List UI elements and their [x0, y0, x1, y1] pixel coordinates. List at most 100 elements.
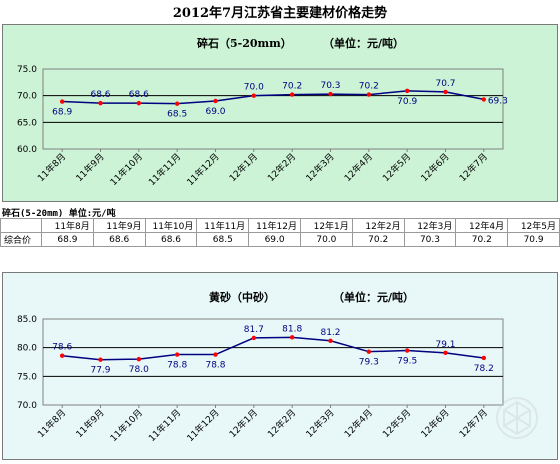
table-cell: 70.9 — [507, 232, 560, 247]
table-caption: 碎石(5-20mm) 单位:元/吨 — [2, 209, 116, 219]
data-point — [136, 356, 142, 362]
x-tick-label: 11年11月 — [146, 407, 183, 444]
table-corner-cell — [0, 218, 42, 233]
table-header-cell: 11年11月 — [196, 218, 250, 233]
page-title: 2012年7月江苏省主要建材价格走势 — [172, 6, 388, 21]
data-label: 79.5 — [397, 357, 417, 367]
data-point — [213, 352, 218, 357]
x-tick-label: 12年2月 — [265, 407, 298, 440]
plot-area — [42, 318, 504, 406]
data-point — [443, 350, 448, 356]
data-point — [481, 355, 487, 361]
data-label: 79.1 — [435, 340, 455, 350]
x-tick-label: 12年3月 — [303, 407, 336, 440]
data-point — [213, 98, 218, 104]
data-point — [98, 357, 103, 362]
data-point — [251, 93, 257, 98]
data-label: 81.7 — [244, 325, 264, 335]
data-label: 69.0 — [205, 107, 225, 117]
x-tick-label: 11年8月 — [35, 407, 68, 440]
data-point — [481, 97, 487, 102]
table-cell: 68.6 — [92, 232, 146, 247]
price-table: 11年8月 11年9月 11年10月 11年11月 11年12月 12年1月 12年2月 12… — [0, 218, 560, 247]
data-label: 70.2 — [282, 82, 302, 92]
x-tick-label: 12年4月 — [342, 151, 375, 184]
x-tick-label: 12年4月 — [342, 407, 375, 440]
x-tick-label: 11年10月 — [108, 151, 145, 188]
data-point — [366, 349, 372, 354]
data-label: 70.9 — [397, 97, 417, 107]
y-tick-label: 80.0 — [17, 344, 37, 354]
table-header-row: 11年8月 11年9月 11年10月 11年11月 11年12月 12年1月 12年2月 12… — [0, 218, 560, 233]
x-tick-label: 12年5月 — [380, 407, 413, 440]
table-row: 综合价 68.9 68.6 68.6 68.5 69.0 70.0 70.2 70.3 70.2 7… — [0, 232, 560, 247]
chart-title: 碎石（5-20mm） — [197, 37, 292, 50]
y-tick-label: 75.0 — [17, 65, 37, 75]
x-tick-label: 11年8月 — [35, 151, 68, 184]
table-cell: 70.3 — [403, 232, 457, 247]
data-label: 78.8 — [167, 361, 187, 371]
table-header-cell: 12年1月 — [299, 218, 353, 233]
x-tick-label: 11年11月 — [146, 151, 183, 188]
y-tick-label: 70.0 — [17, 92, 37, 102]
data-point — [404, 88, 410, 94]
data-label: 78.2 — [474, 364, 494, 374]
data-label: 77.9 — [90, 366, 110, 376]
data-label: 81.2 — [320, 328, 340, 338]
table-header-cell: 12年2月 — [351, 218, 405, 233]
x-tick-label: 12年6月 — [418, 151, 451, 184]
table-cell: 68.6 — [144, 232, 198, 247]
y-tick-label: 60.0 — [17, 145, 37, 155]
data-point — [289, 92, 295, 97]
data-label: 70.7 — [435, 79, 455, 89]
data-label: 68.5 — [167, 110, 187, 120]
data-label: 79.3 — [359, 358, 379, 368]
x-tick-label: 12年6月 — [418, 407, 451, 440]
table-header-cell: 11年9月 — [92, 218, 146, 233]
table-cell: 68.9 — [41, 232, 94, 247]
data-label: 68.6 — [90, 90, 110, 100]
data-label: 68.6 — [129, 90, 149, 100]
data-label: 78.0 — [129, 365, 149, 375]
table-cell: 69.0 — [248, 232, 301, 247]
data-point — [136, 100, 142, 106]
x-tick-label: 11年12月 — [184, 407, 221, 444]
data-label: 81.8 — [282, 324, 302, 334]
x-tick-label: 11年12月 — [184, 151, 221, 188]
x-tick-label: 12年1月 — [227, 151, 260, 184]
data-point — [174, 352, 180, 357]
table-header-cell: 12年4月 — [455, 218, 509, 233]
data-point — [251, 335, 257, 341]
y-tick-label: 85.0 — [17, 315, 37, 325]
data-point — [59, 99, 65, 104]
x-tick-label: 11年9月 — [73, 151, 106, 184]
x-tick-label: 12年7月 — [457, 151, 490, 184]
table-cell: 70.2 — [351, 232, 405, 247]
table-cell: 70.0 — [299, 232, 353, 247]
y-tick-label: 65.0 — [17, 118, 37, 128]
chart-unit: （单位：元/吨） — [323, 37, 405, 50]
data-point — [404, 348, 410, 353]
watermark-logo-icon — [496, 397, 538, 439]
chart-panel-sand: 黄砂（中砂） （单位：元/吨） 85.0 80.0 75.0 70.0 11年8月 11年… — [2, 272, 558, 460]
data-point — [98, 100, 103, 106]
table-header-cell: 11年10月 — [144, 218, 198, 233]
x-tick-label: 12年5月 — [380, 151, 413, 184]
table-cell: 70.2 — [455, 232, 509, 247]
chart-unit: （单位：元/吨） — [333, 291, 415, 304]
x-tick-label: 11年10月 — [108, 407, 145, 444]
table-header-cell: 11年12月 — [248, 218, 301, 233]
table-row-label: 综合价 — [0, 232, 42, 247]
data-label: 68.9 — [52, 108, 72, 118]
data-label: 70.0 — [244, 83, 264, 93]
series-line — [62, 336, 484, 361]
data-point — [59, 353, 65, 358]
plot-area — [42, 68, 504, 150]
y-tick-label: 75.0 — [17, 372, 37, 382]
x-tick-label: 12年1月 — [227, 407, 260, 440]
x-tick-label: 12年3月 — [303, 151, 336, 184]
series-line — [62, 90, 484, 105]
data-label: 78.8 — [205, 361, 225, 371]
x-tick-label: 11年9月 — [73, 407, 106, 440]
